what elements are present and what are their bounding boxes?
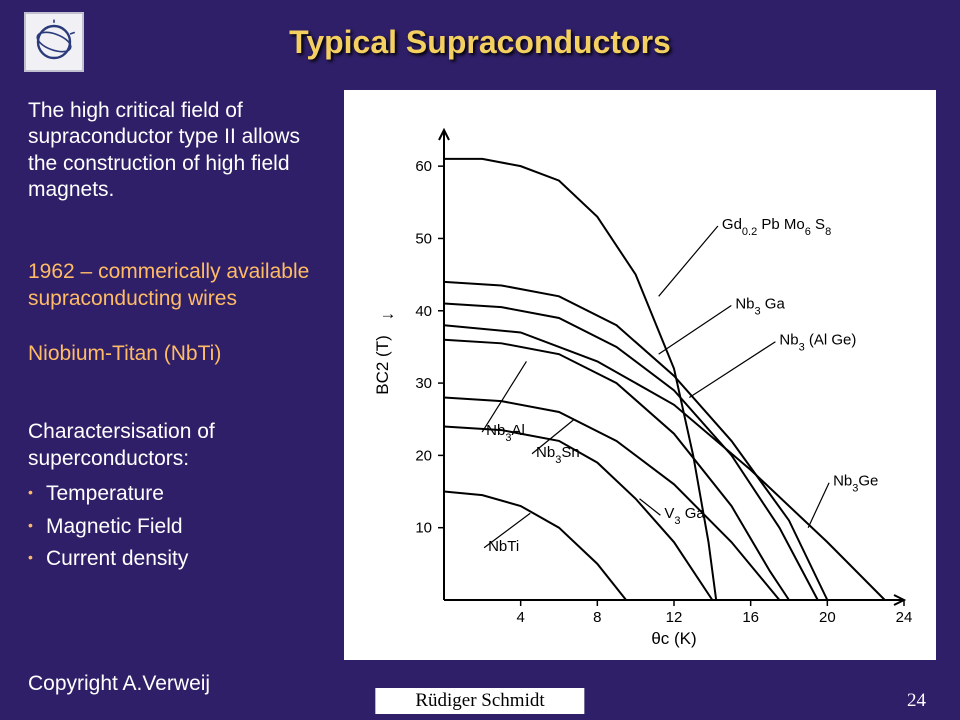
svg-text:16: 16 (742, 609, 759, 626)
svg-text:20: 20 (819, 609, 836, 626)
svg-text:Nb3Sn: Nb3Sn (536, 444, 580, 466)
svg-text:Nb3 (Al Ge): Nb3 (Al Ge) (779, 332, 856, 354)
paragraph-1962: 1962 – commerically available supracondu… (28, 258, 328, 313)
bullet-current-density: Current density (28, 543, 328, 576)
svg-text:30: 30 (415, 375, 432, 392)
paragraph-characterisation: Charactersisation of superconductors: (28, 418, 328, 473)
footer-author: Rüdiger Schmidt (375, 688, 584, 714)
slide-title: Typical Supraconductors (0, 24, 960, 61)
page-number: 24 (907, 690, 926, 712)
svg-text:Nb3 Ga: Nb3 Ga (735, 296, 785, 318)
svg-text:θc (K): θc (K) (651, 629, 696, 648)
svg-text:8: 8 (593, 609, 601, 626)
copyright: Copyright A.Verweij (28, 672, 210, 696)
paragraph-nbti: Niobium-Titan (NbTi) (28, 342, 328, 366)
svg-text:12: 12 (666, 609, 683, 626)
svg-text:Gd0.2 Pb Mo6 S8: Gd0.2 Pb Mo6 S8 (722, 216, 831, 238)
svg-text:50: 50 (415, 230, 432, 247)
svg-text:→: → (380, 304, 397, 323)
svg-text:NbTi: NbTi (488, 538, 519, 555)
svg-text:40: 40 (415, 303, 432, 320)
bullet-list: Temperature Magnetic Field Current densi… (28, 478, 328, 576)
bullet-temperature: Temperature (28, 478, 328, 511)
svg-text:10: 10 (415, 520, 432, 537)
svg-text:20: 20 (415, 447, 432, 464)
svg-text:60: 60 (415, 158, 432, 175)
svg-text:BC2 (T): BC2 (T) (373, 335, 392, 395)
svg-text:Nb3Ge: Nb3Ge (833, 473, 878, 495)
svg-text:V3 Ga: V3 Ga (664, 505, 705, 527)
paragraph-intro: The high critical field of supraconducto… (28, 98, 328, 203)
bc2-vs-tc-chart: 10 20 30 40 50 60 4 8 12 16 20 24 θc (K) BC2 (T) → Gd0.… (344, 90, 936, 660)
svg-text:4: 4 (516, 609, 524, 626)
svg-text:24: 24 (896, 609, 913, 626)
bullet-magnetic-field: Magnetic Field (28, 511, 328, 544)
